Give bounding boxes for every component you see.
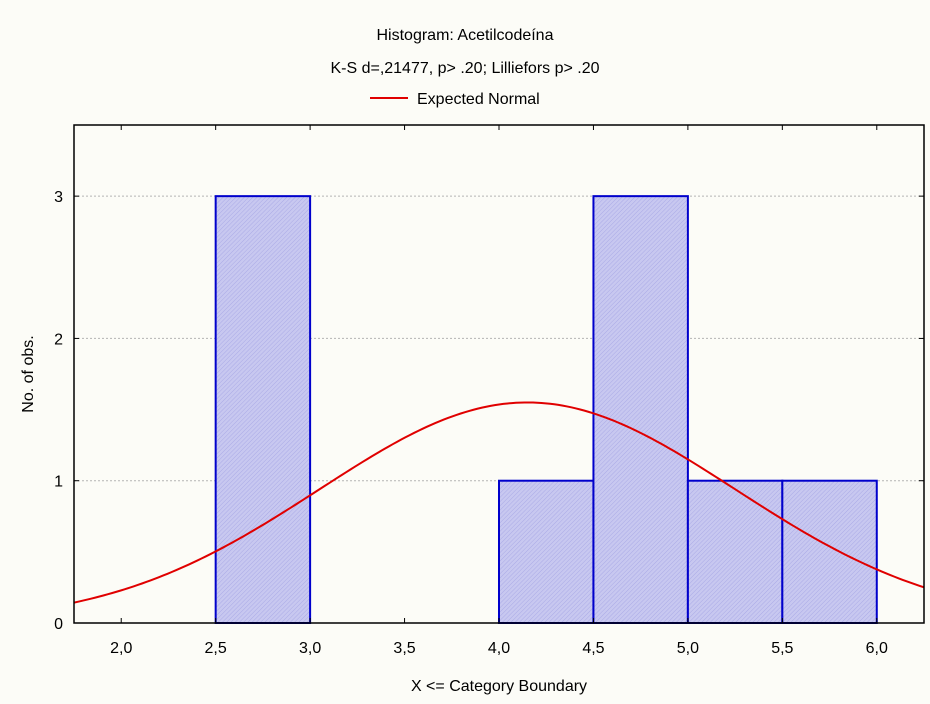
- y-tick-label: 1: [54, 474, 63, 491]
- y-axis-label: No. of obs.: [20, 335, 37, 412]
- histogram-bar: [498, 479, 595, 625]
- histogram-bar: [214, 195, 312, 624]
- legend-label: Expected Normal: [417, 91, 540, 108]
- y-tick-label: 0: [54, 616, 63, 633]
- histogram-bars: [214, 195, 878, 625]
- y-tick-label: 3: [54, 189, 63, 206]
- x-tick-label: 4,0: [488, 640, 510, 657]
- histogram-bar: [686, 479, 784, 625]
- chart-title: Histogram: Acetilcodeína: [377, 27, 554, 44]
- x-tick-label: 5,0: [677, 640, 699, 657]
- chart-subtitle: K-S d=,21477, p> .20; Lilliefors p> .20: [330, 60, 599, 77]
- x-tick-label: 3,5: [393, 640, 415, 657]
- x-tick-label: 5,5: [771, 640, 793, 657]
- grid-lines: [74, 195, 924, 482]
- x-tick-label: 2,0: [110, 640, 132, 657]
- x-tick-label: 6,0: [866, 640, 888, 657]
- legend: Expected Normal: [370, 91, 540, 108]
- x-tick-label: 4,5: [582, 640, 604, 657]
- y-tick-label: 2: [54, 331, 63, 348]
- x-tick-label: 2,5: [205, 640, 227, 657]
- x-tick-label: 3,0: [299, 640, 321, 657]
- histogram-bar: [781, 479, 878, 625]
- y-axis: 0 1 2 3: [54, 189, 924, 633]
- expected-normal-curve: [74, 401, 924, 604]
- x-axis: 2,0 2,5 3,0 3,5 4,0 4,5 5,0 5,5 6,0: [110, 125, 888, 657]
- x-axis-label: X <= Category Boundary: [411, 678, 587, 695]
- histogram-bar: [592, 195, 689, 624]
